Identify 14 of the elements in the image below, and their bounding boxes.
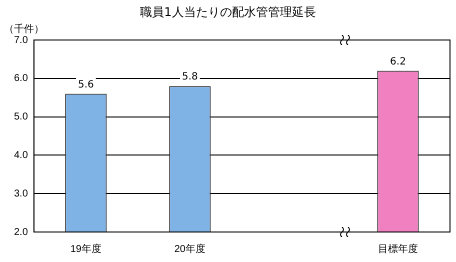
data-label: 5.6 — [78, 79, 94, 90]
data-label: 5.8 — [182, 72, 198, 83]
y-tick-label: 6.0 — [14, 73, 28, 84]
y-tick-label: 4.0 — [14, 150, 28, 161]
y-tick-label: 7.0 — [14, 34, 28, 46]
x-tick-label: 19年度 — [70, 242, 102, 255]
y-axis-title: （千件） — [4, 22, 44, 36]
y-tick-label: 2.0 — [14, 226, 28, 238]
chart-title: 職員1人当たりの配水管管理延長 — [139, 4, 317, 21]
y-tick-label: 3.0 — [14, 188, 28, 200]
x-tick-label: 目標年度 — [378, 242, 418, 255]
y-tick-label: 5.0 — [14, 112, 28, 123]
data-label: 6.2 — [390, 56, 406, 68]
x-tick-label: 20年度 — [174, 242, 206, 255]
